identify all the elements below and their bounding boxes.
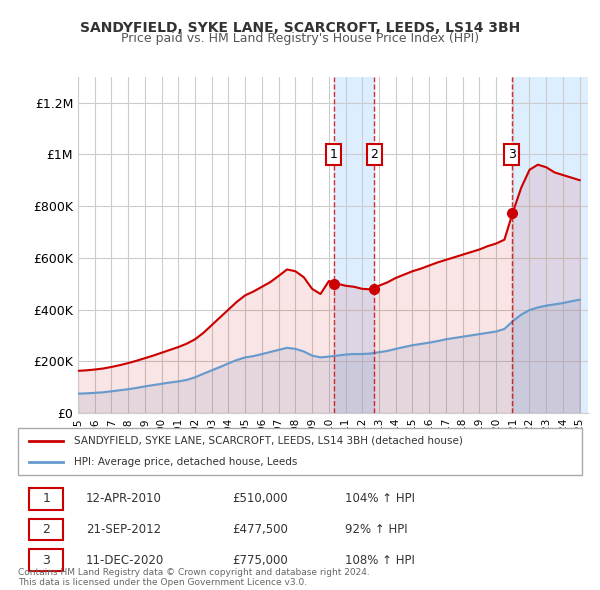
FancyBboxPatch shape <box>29 549 63 571</box>
FancyBboxPatch shape <box>29 519 63 540</box>
Text: £477,500: £477,500 <box>232 523 288 536</box>
Text: 1: 1 <box>42 493 50 506</box>
Text: SANDYFIELD, SYKE LANE, SCARCROFT, LEEDS, LS14 3BH (detached house): SANDYFIELD, SYKE LANE, SCARCROFT, LEEDS,… <box>74 436 463 446</box>
Text: HPI: Average price, detached house, Leeds: HPI: Average price, detached house, Leed… <box>74 457 298 467</box>
Text: 1: 1 <box>329 148 337 161</box>
Text: 11-DEC-2020: 11-DEC-2020 <box>86 553 164 566</box>
Bar <box>512 77 588 413</box>
FancyBboxPatch shape <box>29 488 63 510</box>
Text: 21-SEP-2012: 21-SEP-2012 <box>86 523 161 536</box>
Text: £510,000: £510,000 <box>232 493 288 506</box>
Text: 92% ↑ HPI: 92% ↑ HPI <box>345 523 408 536</box>
Text: 12-APR-2010: 12-APR-2010 <box>86 493 161 506</box>
Text: 3: 3 <box>508 148 515 161</box>
Text: SANDYFIELD, SYKE LANE, SCARCROFT, LEEDS, LS14 3BH: SANDYFIELD, SYKE LANE, SCARCROFT, LEEDS,… <box>80 21 520 35</box>
Bar <box>334 77 374 413</box>
Text: £775,000: £775,000 <box>232 553 288 566</box>
Text: Price paid vs. HM Land Registry's House Price Index (HPI): Price paid vs. HM Land Registry's House … <box>121 32 479 45</box>
Text: 3: 3 <box>42 553 50 566</box>
Text: 104% ↑ HPI: 104% ↑ HPI <box>345 493 415 506</box>
Text: Contains HM Land Registry data © Crown copyright and database right 2024.
This d: Contains HM Land Registry data © Crown c… <box>18 568 370 587</box>
Text: 2: 2 <box>42 523 50 536</box>
Text: 108% ↑ HPI: 108% ↑ HPI <box>345 553 415 566</box>
FancyBboxPatch shape <box>18 428 582 475</box>
Text: 2: 2 <box>370 148 378 161</box>
